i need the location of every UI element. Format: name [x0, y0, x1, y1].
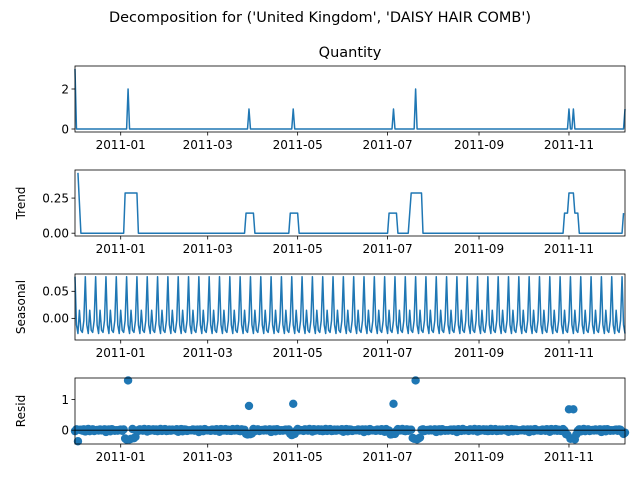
trend-series-line [77, 172, 625, 234]
x-tick-label: 2011-09 [454, 138, 504, 152]
y-tick-label: 0 [61, 423, 69, 437]
x-tick-label: 2011-05 [273, 346, 323, 360]
x-tick-label: 2011-07 [363, 242, 413, 256]
panel-4: 2011-01 2011-03 2011-05 2011-07 2011-09 2011-… [14, 376, 630, 464]
x-tick-label: 2011-03 [183, 450, 233, 464]
resid-point [73, 437, 83, 446]
seasonal-series-line [74, 275, 626, 335]
quantity-panel-title: Quantity [319, 45, 382, 61]
x-tick-label: 2011-07 [363, 346, 413, 360]
x-tick-label: 2011-09 [454, 242, 504, 256]
x-tick-label: 2011-09 [454, 450, 504, 464]
x-tick-label: 2011-11 [544, 346, 594, 360]
figure-suptitle: Decomposition for ('United Kingdom', 'DA… [109, 10, 531, 26]
resid-point [415, 433, 425, 442]
panel-1: 2011-01 2011-03 2011-05 2011-07 2011-09 2011-… [61, 65, 626, 152]
panel-frame [74, 65, 626, 133]
resid-point [123, 376, 133, 385]
x-tick-label: 2011-11 [544, 138, 594, 152]
panel-3: 2011-01 2011-03 2011-05 2011-07 2011-09 2011-… [14, 273, 626, 360]
panel-frame [74, 273, 626, 341]
x-tick-label: 2011-03 [183, 242, 233, 256]
x-tick-label: 2011-11 [544, 450, 594, 464]
x-tick-label: 2011-03 [183, 138, 233, 152]
resid-point [389, 399, 398, 408]
x-tick-label: 2011-01 [96, 450, 146, 464]
resid-point [244, 401, 254, 411]
x-tick-label: 2011-11 [544, 242, 594, 256]
y-tick-label: 1 [61, 393, 69, 407]
y-axis-label: Seasonal [14, 280, 28, 334]
x-tick-label: 2011-05 [273, 138, 323, 152]
y-tick-label: 0.05 [42, 285, 69, 299]
quantity-series-line [74, 68, 626, 130]
x-tick-label: 2011-01 [96, 138, 146, 152]
y-tick-label: 0 [61, 122, 69, 136]
y-tick-label: 2 [61, 82, 69, 96]
x-tick-label: 2011-09 [454, 346, 504, 360]
resid-point [411, 376, 420, 385]
resid-point [406, 425, 416, 434]
y-axis-label: Trend [14, 187, 28, 221]
x-tick-label: 2011-05 [273, 450, 323, 464]
x-tick-label: 2011-05 [273, 242, 323, 256]
resid-point [569, 405, 578, 414]
x-tick-label: 2011-07 [363, 138, 413, 152]
panels-group: 2011-01 2011-03 2011-05 2011-07 2011-09 2011-… [14, 65, 630, 464]
x-tick-label: 2011-01 [96, 242, 146, 256]
y-tick-label: 0.00 [42, 226, 69, 240]
y-tick-label: 0.00 [42, 312, 69, 326]
y-axis-label: Resid [14, 395, 28, 427]
x-tick-label: 2011-01 [96, 346, 146, 360]
x-tick-label: 2011-07 [363, 450, 413, 464]
panel-2: 2011-01 2011-03 2011-05 2011-07 2011-09 2011-… [14, 169, 626, 256]
panel-frame [74, 377, 626, 445]
y-tick-label: 0.25 [42, 191, 69, 205]
resid-point [289, 399, 298, 408]
x-tick-label: 2011-03 [183, 346, 233, 360]
resid-point [119, 425, 128, 434]
panel-frame [74, 169, 626, 237]
